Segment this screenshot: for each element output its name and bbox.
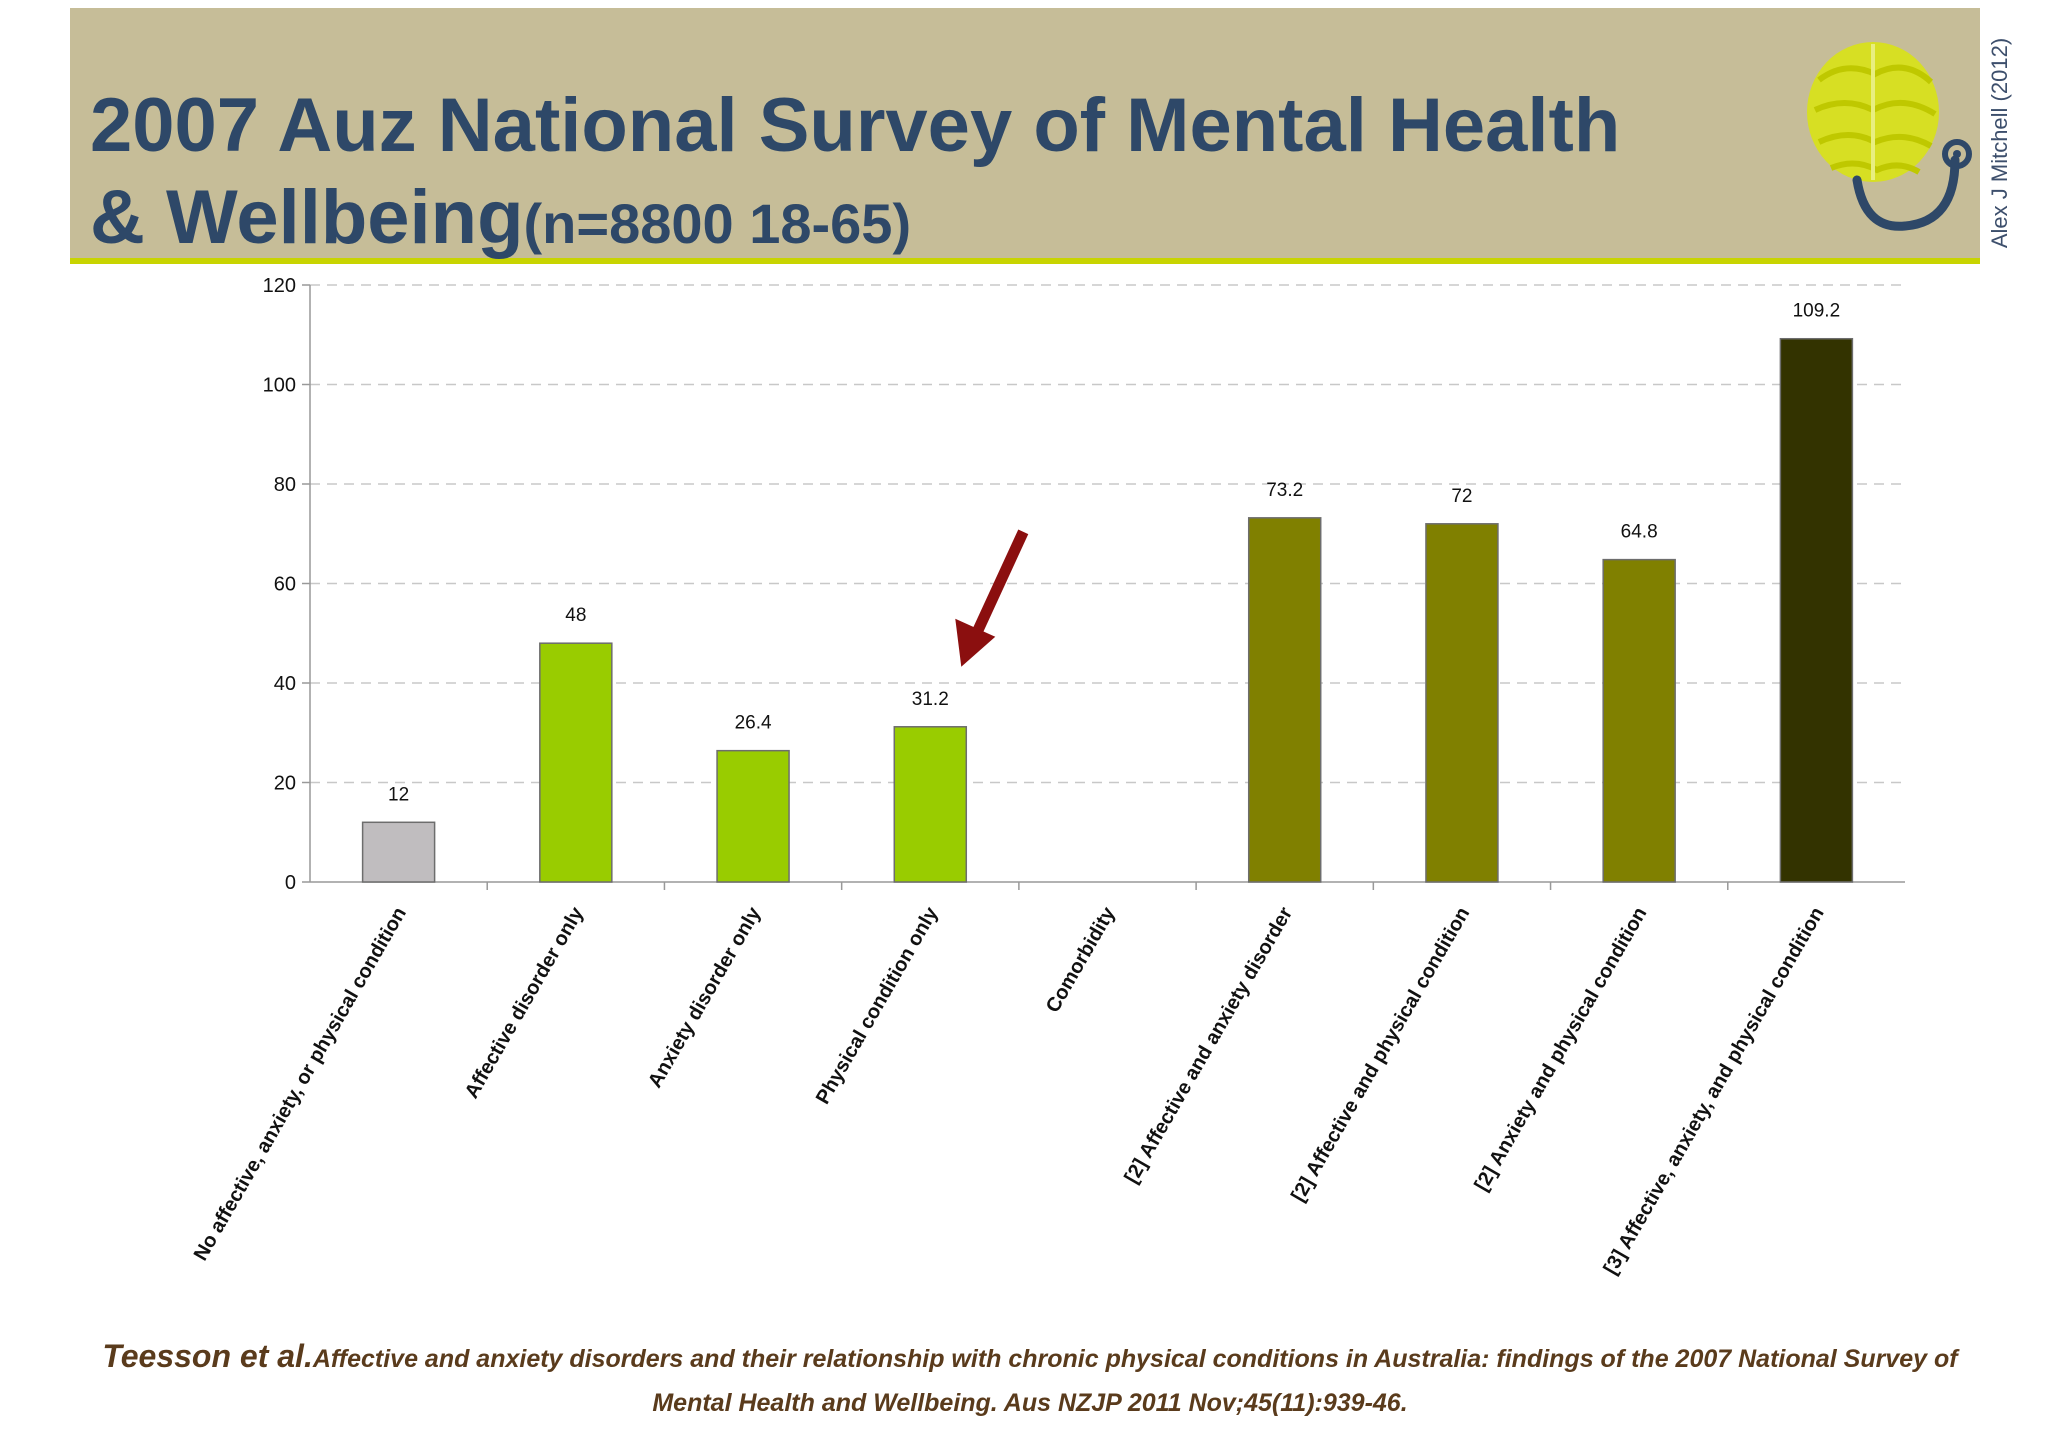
bar	[1779, 337, 1854, 883]
x-tick-label: No affective, anxiety, or physical condi…	[190, 904, 411, 1265]
annotation-arrow-shaft	[972, 529, 1029, 635]
bar	[361, 821, 436, 883]
y-tick-label: 100	[263, 375, 296, 397]
citation: Teesson et al.Affective and anxiety diso…	[90, 1334, 1970, 1425]
bar	[1425, 523, 1499, 883]
x-tick-label: Physical condition only	[812, 903, 943, 1108]
y-tick-label: 120	[263, 275, 296, 297]
x-tick-label: Affective disorder only	[461, 903, 589, 1102]
data-label: 48	[565, 605, 586, 626]
data-label: 12	[388, 784, 409, 805]
citation-text: Affective and anxiety disorders and thei…	[312, 1345, 1958, 1417]
bar	[1602, 558, 1676, 883]
title-sample-size: (n=8800 18-65)	[523, 192, 912, 255]
x-tick-label: [3] Affective, anxiety, and physical con…	[1600, 904, 1829, 1279]
x-tick-label: Comorbidity	[1042, 903, 1120, 1017]
y-tick-label: 80	[274, 474, 296, 496]
data-label: 64.8	[1621, 522, 1658, 543]
bar-chart: 0 20 40 60 80 100 120 12 No affective, anxiety, …	[190, 275, 1905, 1279]
title-line-1: 2007 Auz National Survey of Mental Healt…	[90, 83, 1621, 168]
title-line-2: & Wellbeing	[90, 175, 524, 260]
data-label: 31.2	[912, 689, 949, 710]
annotation-arrow-head	[955, 618, 996, 667]
y-tick-label: 60	[274, 574, 296, 596]
y-tick-label: 20	[274, 773, 296, 795]
citation-authors: Teesson et al.	[102, 1338, 313, 1374]
bar	[716, 749, 790, 883]
x-tick-label: [2] Affective and physical condition	[1287, 904, 1474, 1206]
x-tick-label: [2] Anxiety and physical condition	[1471, 904, 1652, 1195]
x-tick-label: Anxiety disorder only	[644, 903, 766, 1092]
x-tick-label: [2] Affective and anxiety disorder	[1121, 903, 1298, 1187]
brain-stethoscope-logo-icon	[1807, 42, 1972, 231]
bar	[893, 726, 968, 883]
title-banner: 2007 Auz National Survey of Mental Healt…	[70, 8, 2012, 264]
bar	[539, 642, 613, 883]
y-tick-label: 40	[274, 673, 296, 695]
data-label: 109.2	[1793, 301, 1841, 322]
data-label: 72	[1451, 486, 1472, 507]
bar	[1247, 517, 1322, 883]
data-label: 26.4	[735, 713, 772, 734]
data-label: 73.2	[1266, 480, 1303, 501]
page-title: 2007 Auz National Survey of Mental Healt…	[90, 80, 1620, 270]
author-credit: Alex J Mitchell (2012)	[1987, 37, 2012, 249]
y-tick-label: 0	[285, 872, 296, 894]
